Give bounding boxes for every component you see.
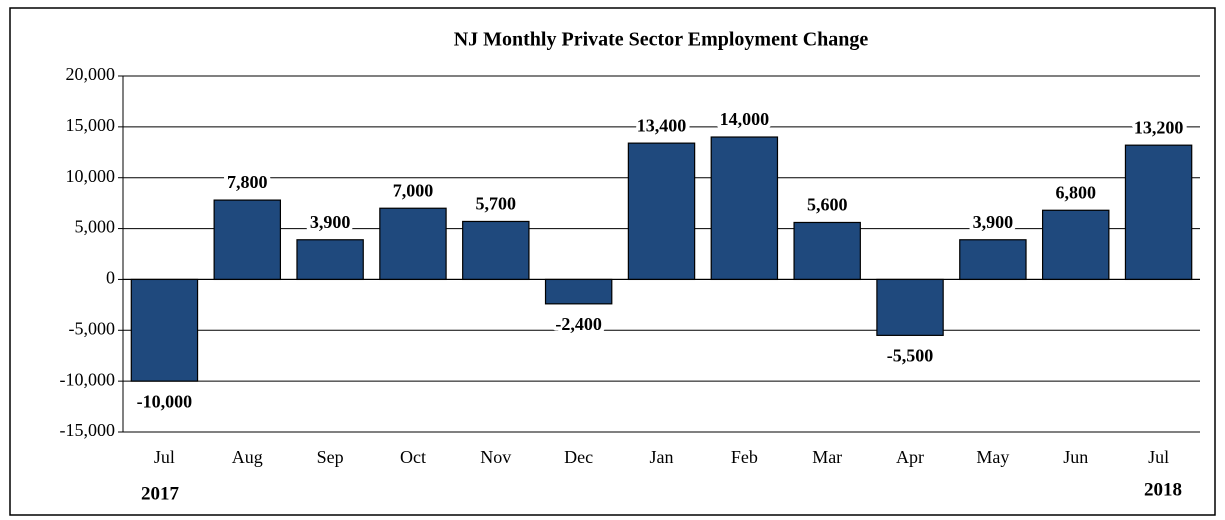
bar [876, 278, 944, 336]
x-tick-label: Jul [1148, 447, 1169, 467]
value-label: 7,800 [227, 172, 268, 192]
bar [959, 239, 1027, 281]
x-tick-label: Feb [731, 447, 758, 467]
y-tick-label: -5,000 [69, 318, 116, 338]
y-tick-label: 15,000 [66, 115, 116, 135]
value-label: 13,400 [637, 115, 687, 135]
value-label: 14,000 [720, 109, 770, 129]
bar [793, 221, 861, 281]
value-label: -5,500 [887, 345, 934, 365]
value-label: -10,000 [137, 391, 193, 411]
x-tick-label: Mar [812, 447, 842, 467]
y-tick-label: 20,000 [66, 64, 116, 84]
x-tick-label: Apr [896, 447, 924, 467]
bar [544, 278, 613, 305]
value-label: 13,200 [1134, 117, 1184, 137]
value-label: 3,900 [310, 212, 351, 232]
year-annotation: 2017 [141, 483, 180, 504]
bar [710, 136, 779, 281]
x-tick-label: Jul [154, 447, 175, 467]
bar [130, 278, 199, 382]
bar [379, 207, 447, 281]
x-tick-label: Oct [400, 447, 426, 467]
y-tick-label: 0 [106, 268, 115, 288]
value-label: 3,900 [973, 212, 1014, 232]
bar [1124, 144, 1193, 281]
x-tick-label: Jan [650, 447, 674, 467]
value-label: 5,700 [476, 194, 517, 214]
x-tick-label: Sep [317, 447, 344, 467]
bar [1041, 209, 1110, 281]
bar [213, 199, 282, 281]
x-tick-label: May [976, 447, 1009, 467]
x-tick-label: Nov [480, 447, 511, 467]
y-tick-label: -15,000 [60, 420, 116, 440]
chart-title: NJ Monthly Private Sector Employment Cha… [454, 29, 869, 51]
x-tick-label: Aug [232, 447, 263, 467]
year-annotation: 2018 [1144, 479, 1182, 500]
value-label: 6,800 [1055, 182, 1096, 202]
bar [627, 142, 696, 281]
value-label: 5,600 [807, 195, 848, 215]
chart-border [9, 7, 1216, 516]
x-tick-label: Jun [1063, 447, 1088, 467]
value-label: -2,400 [555, 314, 602, 334]
y-tick-label: 10,000 [66, 166, 116, 186]
bar [462, 220, 530, 281]
x-tick-label: Dec [564, 447, 593, 467]
value-label: 7,000 [393, 180, 434, 200]
bar [296, 239, 364, 281]
y-tick-label: -10,000 [60, 369, 116, 389]
y-tick-label: 5,000 [75, 217, 116, 237]
